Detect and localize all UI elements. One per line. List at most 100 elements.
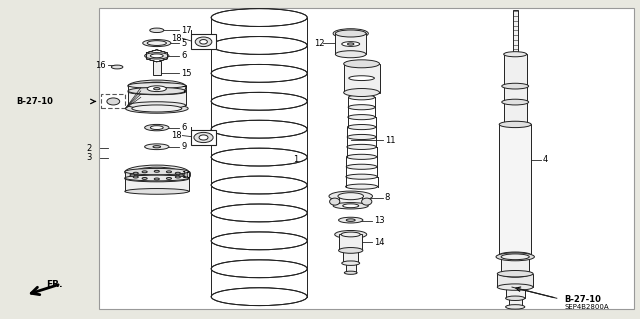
Text: 4: 4 xyxy=(543,155,548,164)
Ellipse shape xyxy=(211,176,307,194)
Ellipse shape xyxy=(344,271,357,274)
Bar xyxy=(128,91,186,105)
Ellipse shape xyxy=(501,254,529,260)
Bar xyxy=(101,94,125,108)
Ellipse shape xyxy=(338,193,364,200)
Ellipse shape xyxy=(150,28,164,33)
Ellipse shape xyxy=(175,172,180,174)
Ellipse shape xyxy=(138,82,176,90)
Bar xyxy=(191,130,216,145)
Ellipse shape xyxy=(333,29,369,38)
Bar xyxy=(497,274,533,287)
Text: 10: 10 xyxy=(181,171,191,180)
Bar xyxy=(344,64,380,93)
Text: 16: 16 xyxy=(95,61,106,70)
Ellipse shape xyxy=(497,284,533,290)
Ellipse shape xyxy=(333,203,369,209)
Ellipse shape xyxy=(344,60,380,68)
Ellipse shape xyxy=(166,177,172,179)
Ellipse shape xyxy=(125,189,189,194)
Ellipse shape xyxy=(347,134,376,139)
Ellipse shape xyxy=(504,122,527,127)
Ellipse shape xyxy=(166,171,172,173)
Bar xyxy=(125,172,189,179)
Ellipse shape xyxy=(211,9,307,26)
Ellipse shape xyxy=(125,175,189,181)
Ellipse shape xyxy=(128,83,186,88)
Text: 3: 3 xyxy=(86,153,92,162)
Ellipse shape xyxy=(125,168,189,175)
Ellipse shape xyxy=(154,178,159,180)
Bar xyxy=(513,10,518,57)
Ellipse shape xyxy=(501,271,529,277)
Text: 2: 2 xyxy=(86,144,92,153)
Text: SEP4B2800A: SEP4B2800A xyxy=(564,304,609,310)
Ellipse shape xyxy=(496,253,534,261)
Bar xyxy=(504,54,527,124)
Bar xyxy=(499,124,531,255)
Ellipse shape xyxy=(145,144,169,150)
Ellipse shape xyxy=(194,132,213,143)
Ellipse shape xyxy=(339,217,363,223)
Ellipse shape xyxy=(342,261,360,265)
Bar xyxy=(509,298,522,307)
Ellipse shape xyxy=(128,80,186,92)
Text: 9: 9 xyxy=(181,142,186,151)
Ellipse shape xyxy=(154,88,160,90)
Ellipse shape xyxy=(211,148,307,166)
Ellipse shape xyxy=(499,252,531,258)
Ellipse shape xyxy=(128,89,186,95)
Text: 6: 6 xyxy=(181,123,186,132)
Ellipse shape xyxy=(211,120,307,138)
Ellipse shape xyxy=(211,232,307,250)
Ellipse shape xyxy=(342,42,360,46)
Ellipse shape xyxy=(211,64,307,82)
Text: 5: 5 xyxy=(181,39,186,48)
Ellipse shape xyxy=(335,30,366,37)
Ellipse shape xyxy=(199,135,208,140)
Ellipse shape xyxy=(348,115,375,120)
Ellipse shape xyxy=(348,43,354,45)
Ellipse shape xyxy=(348,124,376,130)
Ellipse shape xyxy=(143,40,171,47)
Text: 1: 1 xyxy=(293,155,298,164)
Bar xyxy=(153,61,161,75)
Ellipse shape xyxy=(335,51,366,58)
Ellipse shape xyxy=(346,164,377,169)
Ellipse shape xyxy=(344,89,380,97)
Ellipse shape xyxy=(211,93,307,110)
Ellipse shape xyxy=(330,198,340,205)
Ellipse shape xyxy=(132,105,182,112)
Ellipse shape xyxy=(133,172,138,174)
Bar xyxy=(339,234,362,250)
Ellipse shape xyxy=(150,54,163,58)
Ellipse shape xyxy=(154,170,159,172)
Ellipse shape xyxy=(211,288,307,306)
Ellipse shape xyxy=(150,126,163,130)
Ellipse shape xyxy=(153,145,161,148)
Ellipse shape xyxy=(147,86,166,92)
Ellipse shape xyxy=(133,176,138,178)
Ellipse shape xyxy=(329,191,372,201)
Text: 18: 18 xyxy=(172,131,182,140)
Ellipse shape xyxy=(145,53,169,59)
Ellipse shape xyxy=(502,99,529,105)
Text: 15: 15 xyxy=(181,69,191,78)
Ellipse shape xyxy=(128,87,186,94)
Ellipse shape xyxy=(211,260,307,278)
Ellipse shape xyxy=(502,83,529,89)
Text: 17: 17 xyxy=(181,26,192,35)
Ellipse shape xyxy=(211,204,307,222)
Ellipse shape xyxy=(125,165,189,179)
Ellipse shape xyxy=(341,232,360,237)
Text: 14: 14 xyxy=(374,238,385,247)
Ellipse shape xyxy=(128,102,186,109)
Ellipse shape xyxy=(346,219,355,221)
Ellipse shape xyxy=(125,175,189,182)
Text: B-27-10: B-27-10 xyxy=(564,295,602,304)
Bar xyxy=(191,34,216,49)
Ellipse shape xyxy=(130,174,135,176)
Text: B-27-10: B-27-10 xyxy=(16,97,53,106)
Ellipse shape xyxy=(504,52,527,57)
Ellipse shape xyxy=(125,104,188,113)
